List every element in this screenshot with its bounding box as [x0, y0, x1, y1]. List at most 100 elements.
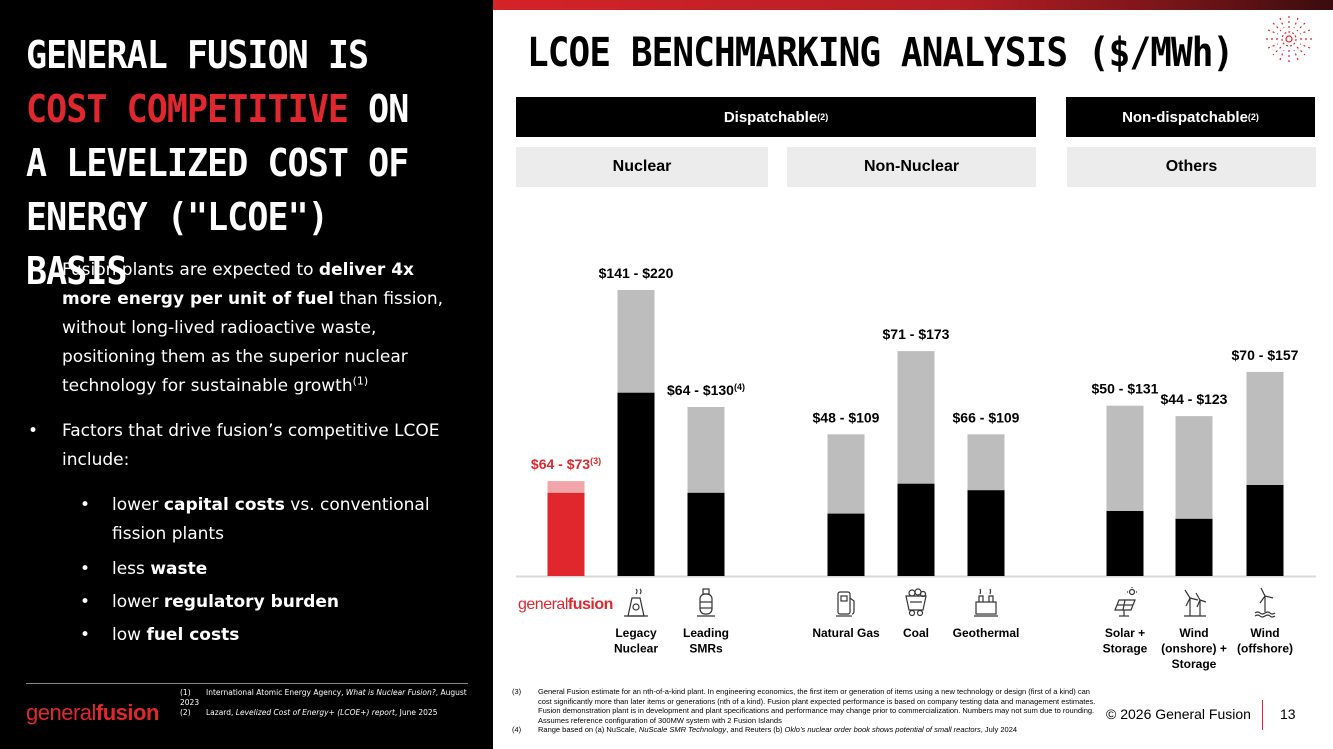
- dispatchable-label: Dispatchable: [723, 108, 818, 126]
- footnote-4-c: , July 2024: [980, 725, 1018, 735]
- sub-bullet-fuel-costs: low fuel costs: [28, 621, 468, 650]
- bar-low-solar-storage: [1106, 511, 1144, 576]
- logo-fusion: fusion: [95, 700, 160, 725]
- x-label-legacy-nuclear-1: Nuclear: [614, 642, 658, 656]
- bar-low-general-fusion: [547, 492, 585, 576]
- data-label-wind-onshore-storage: $44 - $123: [1161, 391, 1228, 407]
- footnote-4-italic-2: Oklo’s nuclear order book shows potentia…: [784, 725, 981, 735]
- top-accent-bar: [493, 0, 1333, 10]
- sub0-a: lower: [112, 495, 164, 515]
- dispatchable-footnote-ref: (2): [817, 112, 829, 122]
- x-label-legacy-nuclear: Legacy: [615, 626, 657, 640]
- data-label-leading-smrs: $64 - $130(4): [667, 382, 745, 398]
- onshore-wind-turbine-icon: [1184, 589, 1207, 617]
- x-label-solar-storage: Solar +: [1105, 626, 1145, 640]
- footnote-3: (3) General Fusion estimate for an nth-of…: [512, 687, 1102, 725]
- data-label-legacy-nuclear: $141 - $220: [599, 265, 674, 281]
- left-footnotes: (1) International Atomic Energy Agency, W…: [180, 688, 480, 718]
- copyright: © 2026 General Fusion: [1106, 706, 1251, 722]
- headline: GENERAL FUSION IS COST COMPETITIVE ON A …: [26, 28, 440, 298]
- sunburst-icon: [1266, 16, 1312, 62]
- data-label-coal: $71 - $173: [883, 326, 950, 342]
- footnote-1-b: , August 2023: [180, 688, 467, 707]
- subcategory-non-nuclear: Non-Nuclear: [787, 147, 1036, 187]
- bullet1-text-c: than fission, without long-lived radioac…: [62, 289, 444, 396]
- sub1-a: less: [112, 559, 151, 579]
- bar-low-coal: [897, 483, 935, 576]
- bar-range-geothermal: [967, 434, 1005, 491]
- x-label-wind-offshore: Wind: [1250, 626, 1279, 640]
- bullet1-footnote-ref: (1): [352, 374, 369, 388]
- footnote-2-b: , June 2025: [394, 708, 438, 717]
- x-label-leading-smrs: Leading: [683, 626, 729, 640]
- footnote-4-a: Range based on (a) NuScale,: [538, 725, 639, 735]
- bullet-lcoe-factors: Factors that drive fusion’s competitive …: [28, 417, 468, 475]
- footnote-3-num: (3): [512, 687, 522, 696]
- sub0-c: vs. conventional fission plants: [112, 495, 430, 544]
- footnote-2: (2) Lazard, Levelized Cost of Energy+ (LC…: [180, 708, 480, 718]
- data-label-natural-gas: $48 - $109: [813, 409, 880, 425]
- sub2-a: lower: [112, 592, 164, 612]
- data-label-geothermal: $66 - $109: [953, 409, 1020, 425]
- x-label-wind-onshore-storage: Wind: [1179, 626, 1208, 640]
- sub-bullet-waste: less waste: [28, 555, 468, 584]
- coal-cart-icon: [905, 588, 927, 617]
- sub3-bold: fuel costs: [146, 625, 240, 645]
- footnote-1-italic: What is Nuclear Fusion?: [345, 688, 436, 697]
- bullet1-bold: deliver 4x more energy per unit of fuel: [62, 260, 414, 309]
- footnote-1-a: International Atomic Energy Agency,: [206, 688, 346, 697]
- chart-general-fusion-logo: generalfusion: [518, 596, 613, 613]
- footnote-3-text: General Fusion estimate for an nth-of-a-…: [538, 687, 1096, 725]
- x-label-wind-offshore-1: (offshore): [1237, 642, 1293, 656]
- footnote-1: (1) International Atomic Energy Agency, W…: [180, 688, 480, 708]
- sub2-bold: regulatory burden: [163, 592, 340, 612]
- non-dispatchable-footnote-ref: (2): [1247, 112, 1259, 122]
- x-label-geothermal: Geothermal: [953, 626, 1020, 640]
- page-number: 13: [1280, 706, 1296, 722]
- x-label-leading-smrs-1: SMRs: [689, 642, 723, 656]
- bar-range-wind-onshore-storage: [1175, 416, 1213, 519]
- headline-part-3: ON A LEVELIZED COST OF ENERGY ("LCOE") B…: [26, 87, 409, 293]
- bar-low-natural-gas: [827, 513, 865, 576]
- subcategory-others: Others: [1067, 147, 1316, 187]
- x-label-coal: Coal: [903, 626, 929, 640]
- footnote-4-num: (4): [512, 725, 522, 735]
- sub-bullet-capital-costs: lower capital costs vs. conventional fis…: [28, 491, 468, 549]
- bullet1-text-a: Fusion plants are expected to: [62, 260, 319, 280]
- footnote-2-a: Lazard,: [206, 708, 236, 717]
- bar-range-leading-smrs: [687, 407, 725, 493]
- x-label-solar-storage-1: Storage: [1103, 642, 1148, 656]
- headline-part-1: GENERAL FUSION IS: [26, 33, 369, 77]
- subcategory-nuclear: Nuclear: [516, 147, 768, 187]
- footnote-4: (4) Range based on (a) NuScale, NuScale S…: [512, 725, 1102, 735]
- sub0-bold: capital costs: [163, 495, 285, 515]
- bar-low-leading-smrs: [687, 492, 725, 576]
- footnote-2-italic: Levelized Cost of Energy+ (LCOE+) report: [235, 708, 395, 717]
- bar-range-legacy-nuclear: [617, 290, 655, 393]
- bar-low-geothermal: [967, 490, 1005, 576]
- footnote-2-num: (2): [180, 708, 191, 717]
- natural-gas-pump-icon: [836, 591, 855, 617]
- sub3-a: low: [112, 625, 147, 645]
- nuclear-plant-icon: [624, 588, 648, 617]
- sub1-bold: waste: [150, 559, 208, 579]
- non-dispatchable-label: Non-dispatchable: [1122, 108, 1248, 126]
- bar-low-wind-offshore: [1246, 485, 1284, 576]
- footnote-1-num: (1): [180, 688, 191, 697]
- data-label-solar-storage: $50 - $131: [1092, 381, 1159, 397]
- bar-low-wind-onshore-storage: [1175, 518, 1213, 576]
- right-footnotes: (3) General Fusion estimate for an nth-of…: [512, 687, 1102, 735]
- bar-range-natural-gas: [827, 434, 865, 514]
- sub-bullet-regulatory: lower regulatory burden: [28, 588, 468, 617]
- category-non-dispatchable: Non-dispatchable (2): [1066, 97, 1315, 137]
- smr-reactor-icon: [697, 588, 715, 617]
- data-label-wind-offshore: $70 - $157: [1232, 347, 1299, 363]
- bar-range-solar-storage: [1106, 405, 1144, 511]
- footnote-4-b: , and Reuters (b): [726, 725, 785, 735]
- headline-highlight: COST COMPETITIVE: [26, 87, 349, 131]
- x-label-wind-onshore-storage-2: Storage: [1172, 657, 1217, 671]
- bullet-list: Fusion plants are expected to deliver 4x…: [28, 256, 468, 650]
- bar-range-general-fusion: [547, 481, 585, 493]
- category-dispatchable: Dispatchable (2): [516, 97, 1036, 137]
- geothermal-plant-icon: [974, 588, 998, 617]
